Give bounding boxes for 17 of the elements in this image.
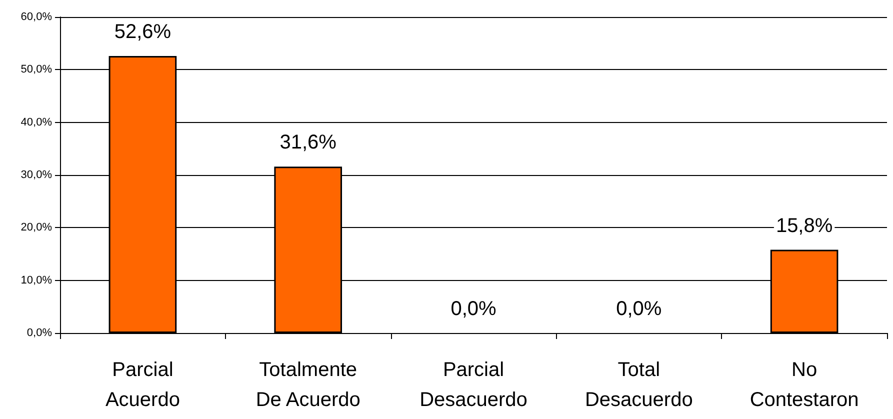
data-label: 0,0% [450,298,497,320]
x-tick-label: Parcial Desacuerdo [420,359,528,411]
data-label: 0,0% [616,298,662,320]
data-label: 52,6% [114,20,172,43]
x-tick-label: Parcial Acuerdo [105,359,180,411]
y-tick-label: 30,0% [20,169,52,181]
y-tick-label: 60,0% [20,11,52,23]
data-label: 31,6% [280,132,337,154]
y-tick-label: 50,0% [20,64,52,76]
y-tick-label: 20,0% [20,222,52,234]
x-tick-label: Total Desacuerdo [584,359,693,411]
data-label: 15,8% [776,214,833,237]
x-tick-label: Totalmente De Acuerdo [256,359,360,411]
y-tick-label: 10,0% [20,274,52,286]
y-tick-label: 0,0% [26,327,52,339]
x-tick-label: No Contestaron [750,359,859,411]
y-tick-label: 40,0% [20,116,52,128]
